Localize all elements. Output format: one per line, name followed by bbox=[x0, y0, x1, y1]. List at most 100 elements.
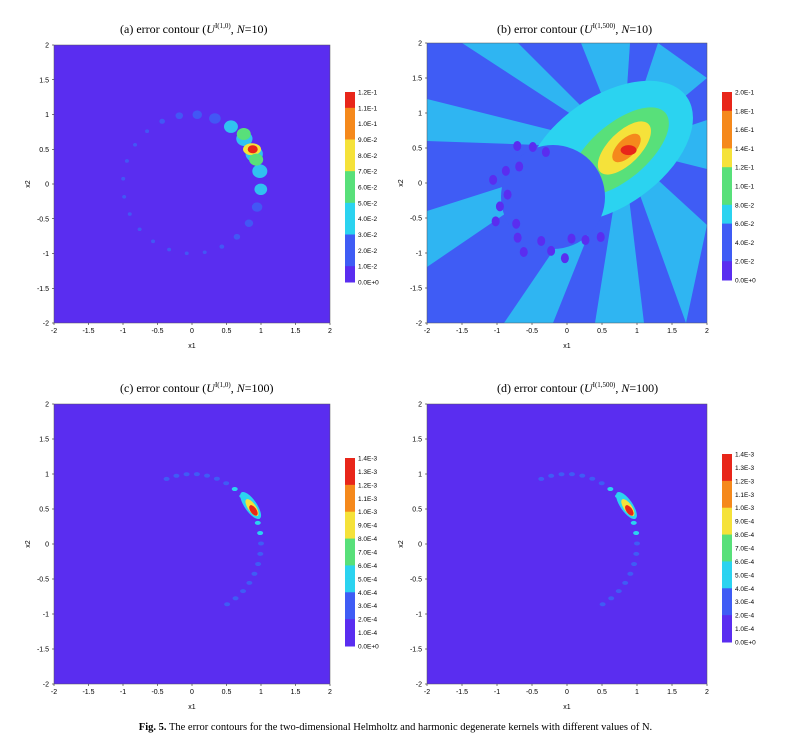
colorbar-label: 6.0E-4 bbox=[735, 559, 755, 566]
colorbar-segment bbox=[345, 592, 355, 606]
y-tick-label: 1.5 bbox=[39, 77, 49, 84]
colorbar-label: 4.0E-2 bbox=[358, 216, 378, 223]
colorbar-segment bbox=[345, 219, 355, 235]
y-tick-label: -2 bbox=[43, 682, 49, 689]
contour-blob bbox=[252, 202, 262, 211]
colorbar-label: 6.0E-4 bbox=[358, 563, 378, 570]
y-tick-label: 1 bbox=[45, 472, 49, 479]
colorbar-segment bbox=[345, 171, 355, 187]
contour-blob bbox=[633, 552, 639, 556]
contour-blob bbox=[249, 154, 263, 166]
contour-blob bbox=[164, 477, 170, 481]
colorbar-label: 6.0E-2 bbox=[735, 221, 755, 228]
y-tick-label: -1 bbox=[43, 251, 49, 258]
contour-blob bbox=[121, 177, 125, 181]
contour-blob bbox=[214, 477, 220, 481]
colorbar-segment bbox=[345, 124, 355, 140]
plot-area bbox=[54, 404, 330, 684]
x-tick-label: 2 bbox=[705, 689, 709, 696]
x-tick-label: -2 bbox=[424, 328, 430, 335]
caption-label: Fig. 5. bbox=[139, 722, 167, 733]
colorbar-label: 1.0E-4 bbox=[735, 626, 755, 633]
colorbar-label: 1.4E-1 bbox=[735, 146, 755, 153]
colorbar-segment bbox=[722, 602, 732, 616]
colorbar-segment bbox=[345, 266, 355, 282]
colorbar-segment bbox=[345, 458, 355, 472]
y-tick-label: 0 bbox=[45, 542, 49, 549]
contour-blob bbox=[257, 552, 263, 556]
x-tick-label: 1.5 bbox=[291, 328, 301, 335]
contour-blob bbox=[254, 184, 267, 195]
contour-blob bbox=[599, 481, 605, 485]
colorbar-segment bbox=[722, 561, 732, 575]
colorbar-segment bbox=[345, 565, 355, 579]
colorbar-label: 5.0E-4 bbox=[735, 572, 755, 579]
y-tick-label: 0.5 bbox=[39, 507, 49, 514]
colorbar-segment bbox=[722, 494, 732, 508]
y-tick-label: 1.5 bbox=[39, 437, 49, 444]
colorbar-label: 2.0E-4 bbox=[735, 613, 755, 620]
x-tick-label: 1.5 bbox=[291, 689, 301, 696]
colorbar-label: 1.4E-3 bbox=[735, 452, 755, 459]
colorbar-segment bbox=[722, 535, 732, 549]
colorbar-segment bbox=[722, 508, 732, 522]
contour-blob bbox=[514, 233, 522, 243]
colorbar-label: 9.0E-4 bbox=[358, 523, 378, 530]
colorbar-segment bbox=[345, 250, 355, 266]
colorbar-segment bbox=[345, 140, 355, 156]
x-tick-label: -0.5 bbox=[526, 328, 538, 335]
colorbar-label: 1.1E-1 bbox=[358, 105, 378, 112]
colorbar-segment bbox=[345, 619, 355, 633]
contour-blob bbox=[581, 235, 589, 245]
contour-blob bbox=[529, 142, 537, 152]
contour-blob bbox=[173, 474, 179, 478]
contour-blob bbox=[224, 602, 230, 606]
colorbar-segment bbox=[345, 579, 355, 593]
colorbar-segment bbox=[722, 454, 732, 468]
x-tick-label: -1 bbox=[494, 328, 500, 335]
y-tick-label: -0.5 bbox=[37, 216, 49, 223]
contour-blob bbox=[504, 190, 512, 200]
contour-blob bbox=[569, 472, 575, 476]
contour-blob bbox=[520, 247, 528, 257]
y-tick-label: -1.5 bbox=[37, 647, 49, 654]
colorbar-segment bbox=[722, 481, 732, 495]
contour-blob bbox=[159, 119, 165, 124]
contour-blob bbox=[616, 589, 622, 593]
colorbar-segment bbox=[722, 111, 732, 130]
contour-blob bbox=[257, 531, 263, 535]
contour-blob bbox=[232, 487, 238, 491]
colorbar-label: 8.0E-2 bbox=[358, 153, 378, 160]
contour-blob bbox=[622, 581, 628, 585]
y-axis-label: x2 bbox=[25, 180, 32, 188]
colorbar-segment bbox=[345, 633, 355, 647]
colorbar-label: 0.0E+0 bbox=[735, 278, 756, 285]
x-tick-label: -0.5 bbox=[151, 689, 163, 696]
x-tick-label: 0.5 bbox=[597, 328, 607, 335]
contour-blob bbox=[597, 232, 605, 242]
colorbar-label: 1.8E-1 bbox=[735, 108, 755, 115]
contour-blob bbox=[245, 219, 253, 227]
contour-blob bbox=[125, 159, 129, 163]
y-axis-label: x2 bbox=[25, 540, 32, 548]
contour-blob bbox=[631, 562, 637, 566]
y-tick-label: 1.5 bbox=[412, 76, 422, 83]
contour-blob bbox=[151, 240, 155, 244]
colorbar-segment bbox=[722, 575, 732, 589]
x-tick-label: -1 bbox=[120, 328, 126, 335]
contour-blob bbox=[184, 472, 190, 476]
colorbar-segment bbox=[345, 552, 355, 566]
y-tick-label: -0.5 bbox=[410, 216, 422, 223]
contour-blob bbox=[203, 251, 207, 255]
y-tick-label: 0.5 bbox=[412, 146, 422, 153]
x-axis-label: x1 bbox=[563, 343, 571, 350]
contour-blob bbox=[513, 141, 521, 151]
x-tick-label: -1 bbox=[494, 689, 500, 696]
colorbar-label: 1.1E-3 bbox=[358, 496, 378, 503]
colorbar-label: 0.0E+0 bbox=[358, 644, 379, 651]
x-tick-label: -1 bbox=[120, 689, 126, 696]
colorbar-segment bbox=[722, 205, 732, 224]
colorbar-label: 9.0E-2 bbox=[358, 137, 378, 144]
y-tick-label: -0.5 bbox=[37, 577, 49, 584]
y-tick-label: -2 bbox=[416, 682, 422, 689]
